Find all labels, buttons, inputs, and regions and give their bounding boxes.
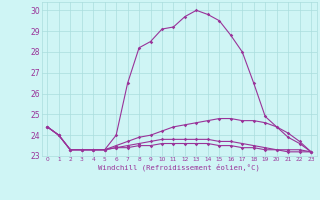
X-axis label: Windchill (Refroidissement éolien,°C): Windchill (Refroidissement éolien,°C): [98, 163, 260, 171]
